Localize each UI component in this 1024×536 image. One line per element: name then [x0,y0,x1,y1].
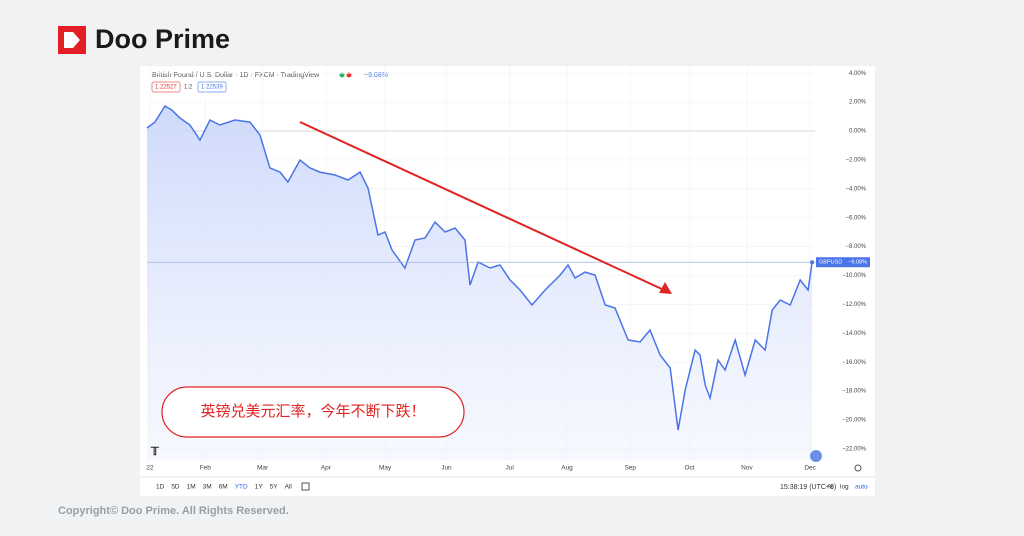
range-button[interactable]: 5Y [270,484,279,491]
scale-button[interactable]: % [828,484,834,491]
tv-logo: 𝕋 [150,446,160,458]
scale-button[interactable]: auto [855,484,868,491]
x-tick-label: Oct [684,465,694,472]
x-tick-label: Jul [506,465,515,472]
status-dot [339,72,345,78]
range-button[interactable]: 1M [187,484,196,491]
price-tag [816,257,870,268]
annotation: 英镑兑美元汇率，今年不断下跌！ [200,402,425,420]
ask-box [197,81,227,93]
x-tick-label: Jun [441,465,452,472]
flag-icon [810,450,822,462]
y-tick-label: 0.00% [849,129,867,135]
x-tick-label: Mar [257,465,269,472]
x-tick-label: 22 [146,465,154,472]
copyright: Copyright© Doo Prime. All Rights Reserve… [58,505,289,517]
last-point [810,260,815,265]
status-dot [346,72,352,78]
y-tick-label: −4.00% [845,186,866,192]
range-button[interactable]: 3M [203,484,212,491]
y-tick-label: −10.00% [842,273,867,279]
y-tick-label: −22.00% [842,447,867,453]
arrow-head [659,282,672,294]
change: −9.08% [364,72,388,79]
area [146,106,813,461]
line [146,104,813,431]
range-button[interactable]: 1D [156,484,165,491]
trend-arrow [299,121,665,291]
ask: 1.22539 [201,85,223,91]
y-tick-label: −20.00% [842,418,867,424]
chart-title: British Pound / U.S. Dollar · 1D · FXCM … [152,72,320,79]
y-tick-label: −6.00% [845,215,866,221]
y-tick-label: −12.00% [842,302,867,308]
range-button[interactable]: 6M [219,484,228,491]
y-tick-label: −8.00% [845,244,866,250]
x-tick-label: May [379,465,392,472]
y-tick-label: −18.00% [842,389,867,395]
bid-box [151,81,181,93]
y-tick-label: 4.00% [849,71,867,77]
bid: 1.22527 [155,85,177,91]
x-tick-label: Aug [561,465,573,472]
y-tick-label: −14.00% [842,331,867,337]
logo: Doo Prime [58,24,230,54]
tag-name: GBPUSD [819,260,842,266]
range-button[interactable]: YTD [235,484,248,491]
x-tick-label: Dec [804,465,816,472]
range-button[interactable]: All [285,484,293,491]
logo-glyph [64,32,80,48]
plot: 4.00% 2.00% 0.00% −2.00% −4.00% −6.00% −8.00% −… [146,66,870,472]
y-tick-label: 2.00% [849,100,867,106]
y-tick-label: −2.00% [845,158,866,164]
x-tick-label: Feb [200,465,212,472]
annotation-box [161,386,465,438]
x-tick-label: Apr [321,465,332,472]
calendar-icon [301,482,310,491]
range-button[interactable]: 1Y [255,484,264,491]
x-tick-label: Nov [741,465,753,472]
brand: Doo Prime [95,24,230,54]
settings-icon [854,464,862,472]
tag-value: −9.08% [848,260,867,266]
clock: 15:38:19 (UTC+8) [780,484,836,491]
y-tick-label: −16.00% [842,360,867,366]
range-button[interactable]: 5D [171,484,180,491]
scale-button[interactable]: log [840,484,849,491]
spread: 1:2 [184,85,193,91]
x-tick-label: Sep [624,465,636,472]
